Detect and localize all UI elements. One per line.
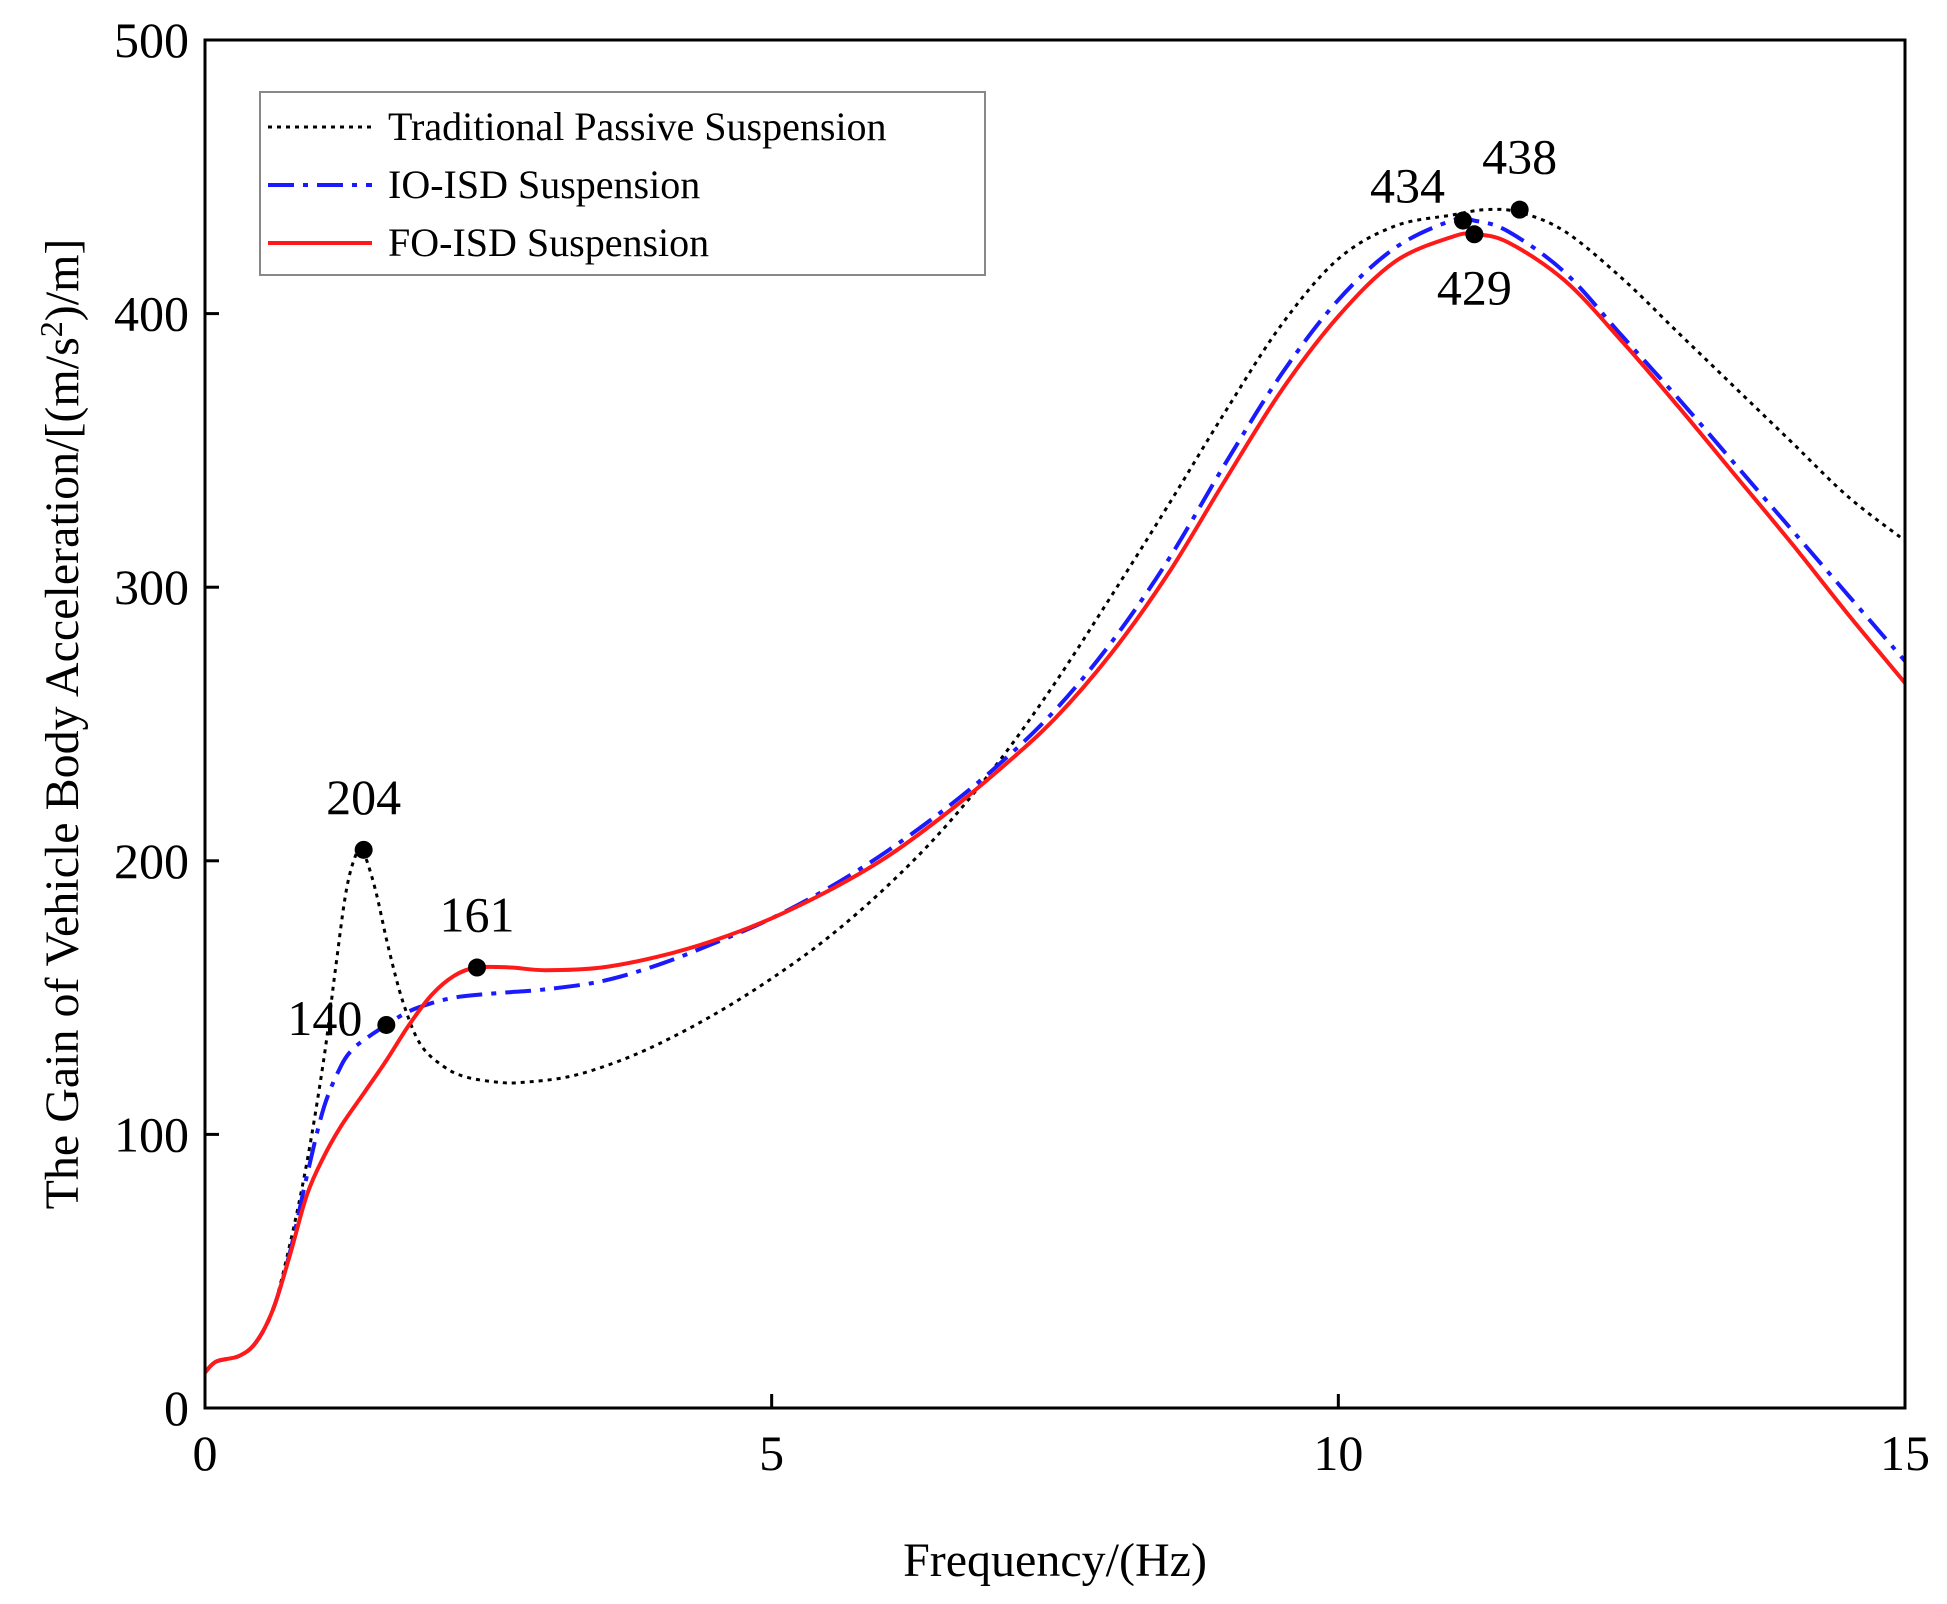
legend: Traditional Passive Suspension IO-ISD Sus… (259, 91, 986, 276)
x-axis: 0 5 10 15 (193, 1394, 1930, 1481)
series-layer (205, 207, 1905, 1374)
x-axis-label: Frequency/(Hz) (903, 1534, 1207, 1587)
data-marker (1454, 211, 1472, 230)
annotation-label: 438 (1482, 129, 1557, 185)
plot-frame (203, 38, 1907, 1410)
data-marker (1465, 225, 1484, 244)
annotation-label: 434 (1370, 158, 1445, 214)
annotation-label: 429 (1437, 259, 1512, 315)
legend-items: Traditional Passive Suspension IO-ISD Sus… (268, 104, 887, 265)
series-line-traditional-passive-suspension (205, 207, 1905, 1374)
x-tick-label: 10 (1313, 1425, 1363, 1481)
x-tick-label: 0 (193, 1425, 218, 1481)
y-tick-label: 400 (114, 286, 189, 342)
y-axis: 0 100 200 300 400 500 (114, 12, 219, 1436)
y-tick-label: 100 (114, 1106, 189, 1162)
y-tick-label: 500 (114, 12, 189, 68)
data-marker (1510, 200, 1529, 219)
plot-area (203, 38, 1907, 1410)
y-tick-label: 0 (164, 1380, 189, 1436)
y-axis-label: The Gain of Vehicle Body Acceleration/[(… (33, 239, 89, 1210)
x-tick-label: 15 (1880, 1425, 1930, 1481)
data-marker (468, 958, 486, 977)
x-tick-label: 5 (759, 1425, 784, 1481)
y-tick-label: 200 (114, 833, 189, 889)
legend-label: FO-ISD Suspension (388, 220, 709, 265)
data-marker (377, 1015, 396, 1034)
series-line-io-isd-suspension (205, 216, 1905, 1374)
y-axis-label-main: The Gain of Vehicle Body Acceleration/[(… (36, 337, 89, 1209)
legend-label: IO-ISD Suspension (388, 162, 700, 207)
y-axis-label-tail: )/m] (36, 239, 89, 322)
annotation-label: 140 (287, 990, 362, 1046)
markers-layer (354, 200, 1529, 1034)
data-marker (354, 840, 373, 859)
legend-label: Traditional Passive Suspension (388, 104, 887, 149)
legend-box (259, 91, 986, 276)
series-line-fo-isd-suspension (205, 231, 1905, 1374)
annotation-label: 161 (440, 887, 515, 943)
y-axis-label-superscript: 2 (33, 321, 69, 337)
annotations-layer: 204 140 161 434 429 438 (287, 129, 1557, 1046)
annotation-label: 204 (326, 769, 401, 825)
y-tick-label: 300 (114, 559, 189, 615)
